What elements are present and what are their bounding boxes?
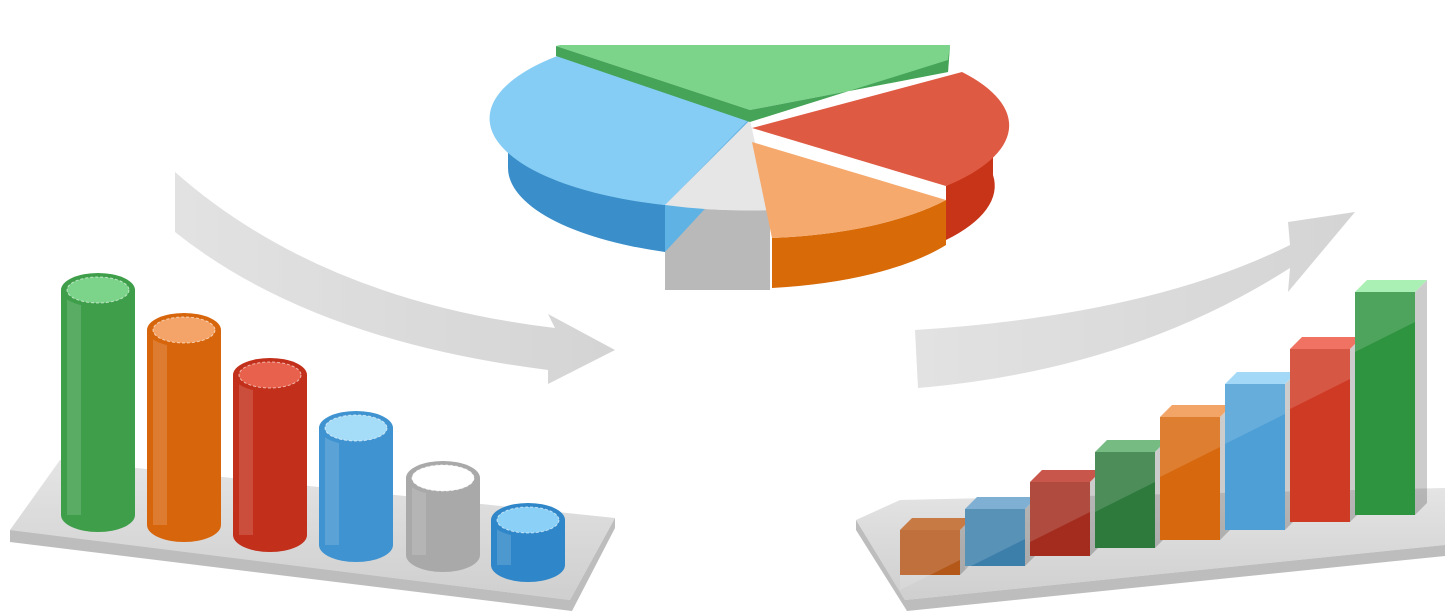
cylinder-cap [496, 506, 560, 534]
box-top [1030, 470, 1102, 482]
platform-left-edge [10, 518, 615, 611]
pie-side-orange [772, 200, 946, 288]
cylinder-shine [325, 428, 339, 545]
cylinder-body [406, 478, 480, 572]
pie-top-gray [665, 120, 770, 211]
pie-top-blue [489, 55, 750, 205]
box-top [1355, 280, 1427, 292]
box-shine [1030, 482, 1090, 542]
box-shine [1095, 452, 1155, 512]
cylinder-chart [61, 273, 565, 582]
cylinder-body [491, 520, 565, 582]
cylinder-shine [412, 478, 426, 555]
arrow-left [175, 172, 615, 384]
cylinder-body [61, 290, 135, 532]
box-shine [965, 509, 1025, 569]
box-top [1160, 405, 1232, 417]
box-shine [1160, 417, 1220, 477]
arrow-right [915, 212, 1355, 388]
box-top [1225, 372, 1297, 384]
pie-chart [489, 45, 1010, 290]
pie-top-green [556, 45, 950, 110]
pie-top-red [752, 72, 1010, 186]
cylinder-body [147, 330, 221, 542]
box-front [965, 509, 1025, 566]
cylinder-cap [238, 361, 302, 389]
cylinder-shine [153, 330, 167, 525]
box-top [1095, 440, 1167, 452]
box-front [900, 530, 960, 575]
box-front [1290, 349, 1350, 522]
box-top [1290, 337, 1362, 349]
box-front [1095, 452, 1155, 548]
pie-side-blue [507, 120, 665, 252]
cylinder-cap [152, 316, 216, 344]
box-top [900, 518, 972, 530]
pie-side-red [946, 130, 995, 240]
pie-side-gray [665, 205, 770, 290]
box-front [1225, 384, 1285, 530]
cylinder-cap [324, 414, 388, 442]
box-shine [1355, 292, 1415, 352]
platform-right-edge [856, 520, 1445, 611]
cylinder-body [233, 375, 307, 552]
box-shine [1225, 384, 1285, 444]
cylinder-shine [239, 375, 253, 535]
pie-top-orange [752, 142, 946, 238]
cylinder-cap [66, 276, 130, 304]
box-side [1415, 280, 1427, 515]
cylinder-shine [67, 290, 81, 515]
box-shine [1290, 349, 1350, 409]
box-front [1030, 482, 1090, 556]
cylinder-cap [411, 464, 475, 492]
box-top [965, 497, 1037, 509]
box-front [1355, 292, 1415, 515]
box-front [1160, 417, 1220, 540]
box-shine [900, 530, 960, 590]
box-chart [900, 280, 1427, 590]
cylinder-body [319, 428, 393, 562]
